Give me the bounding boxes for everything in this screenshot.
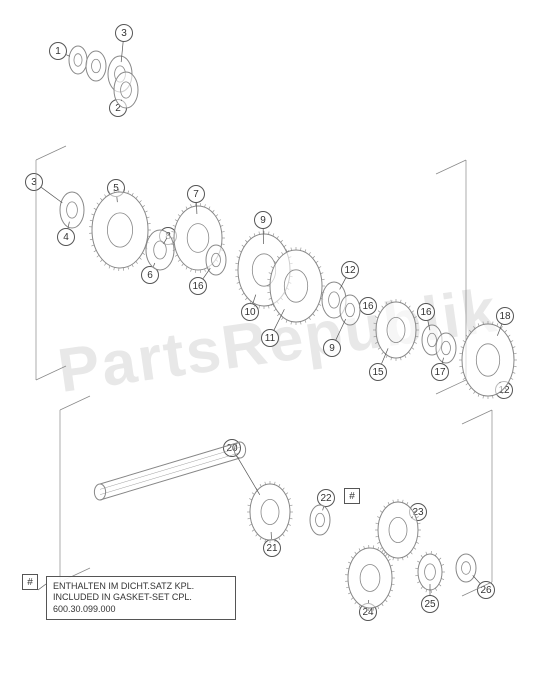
- note-line-2: INCLUDED IN GASKET-SET CPL.: [53, 592, 229, 603]
- gasket-note-box: ENTHALTEN IM DICHT.SATZ KPL. INCLUDED IN…: [46, 576, 236, 620]
- note-line-1: ENTHALTEN IM DICHT.SATZ KPL.: [53, 581, 229, 592]
- note-line-3: 600.30.099.000: [53, 604, 229, 615]
